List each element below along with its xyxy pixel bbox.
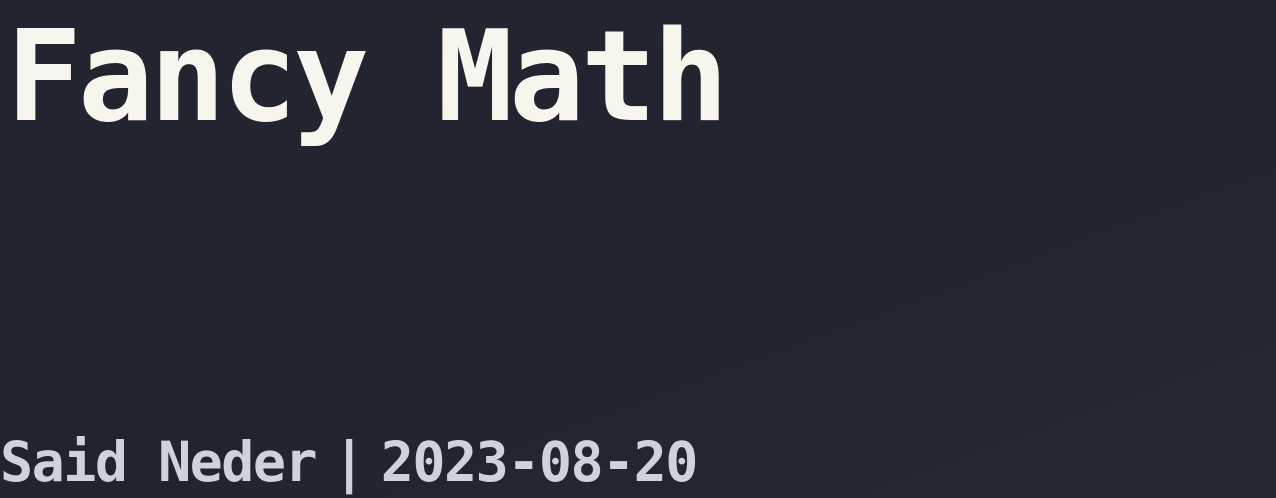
slide-title: Fancy Math bbox=[6, 3, 729, 150]
slide-byline: Said Neder | 2023-08-20 bbox=[0, 430, 699, 494]
byline-separator: | bbox=[332, 430, 366, 494]
publish-date: 2023-08-20 bbox=[380, 430, 699, 494]
author-name: Said Neder bbox=[0, 430, 318, 494]
